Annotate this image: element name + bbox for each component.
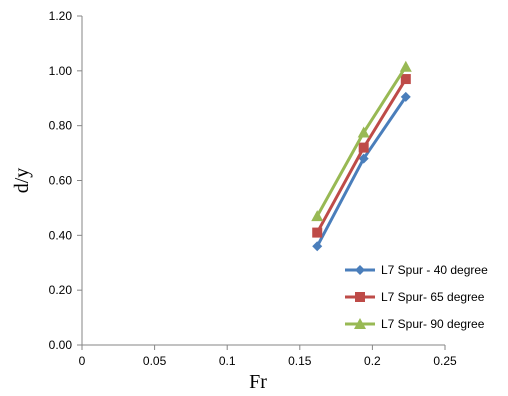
x-tick-label: 0.15 <box>288 354 312 368</box>
series-line-1 <box>315 96 408 248</box>
x-tick-label: 0.2 <box>364 354 381 368</box>
y-tick-label: 1.00 <box>49 64 73 78</box>
y-tick-label: 0.00 <box>49 338 73 352</box>
plot-area: 0.00 0.20 0.40 0.60 0.80 1.00 1.20 0 0.05 0.1 0.15… <box>49 9 457 368</box>
series-2-point <box>400 74 411 85</box>
legend: L7 Spur - 40 degree L7 Spur- 65 degree L7 … <box>345 263 488 331</box>
legend-entry-label: L7 Spur- 90 degree <box>381 317 485 331</box>
y-tick-label: 0.20 <box>49 283 73 297</box>
y-tick-label: 0.40 <box>49 228 73 242</box>
series-1-point <box>358 153 369 164</box>
series-2-point <box>312 227 323 238</box>
series-2-point <box>358 142 369 153</box>
y-tick-label: 0.60 <box>49 174 73 188</box>
series-1-point <box>400 91 411 102</box>
legend-entry-label: L7 Spur- 65 degree <box>381 290 485 304</box>
legend-marker <box>354 318 366 329</box>
legend-marker <box>355 265 365 275</box>
x-tick-label: 0.05 <box>143 354 167 368</box>
y-tick-label: 1.20 <box>49 9 73 23</box>
y-axis-title: d/y <box>11 168 33 194</box>
series-3-point <box>399 60 412 72</box>
series-1-point <box>312 241 323 252</box>
y-tick-label: 0.80 <box>49 119 73 133</box>
series-line-3 <box>315 65 408 217</box>
legend-entry-label: L7 Spur - 40 degree <box>381 263 488 277</box>
x-axis-title: Fr <box>249 371 267 393</box>
x-tick-label: 0.1 <box>219 354 236 368</box>
x-tick-label: 0 <box>79 354 86 368</box>
legend-marker <box>355 292 365 302</box>
series-3-point <box>357 126 370 138</box>
x-tick-label: 0.25 <box>433 354 457 368</box>
series-3-point <box>311 210 324 222</box>
